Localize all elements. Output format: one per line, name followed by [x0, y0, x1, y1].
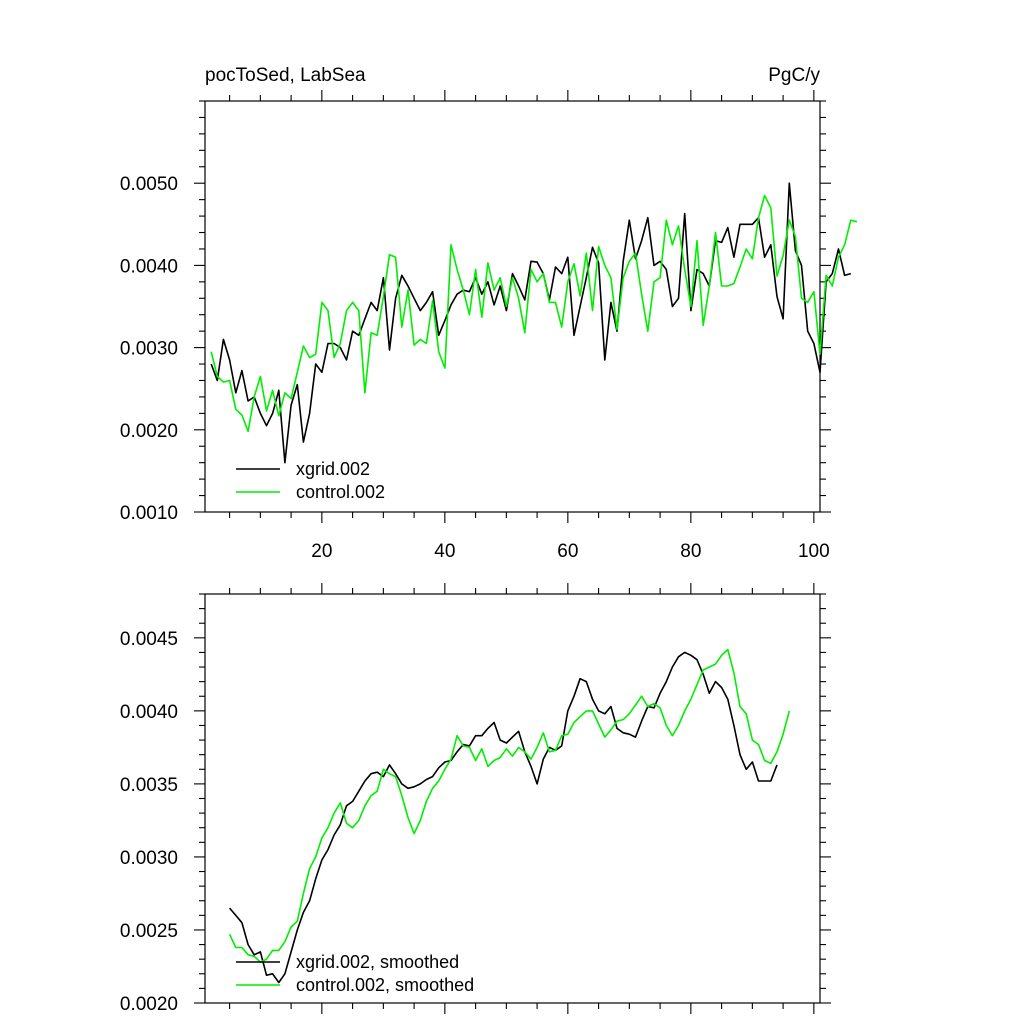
x-tick-label: 40: [434, 541, 455, 562]
series-line-xgrid: [228, 651, 778, 984]
chart-title: pocToSed, LabSea: [205, 65, 366, 86]
series-line-control: [210, 194, 858, 433]
series-line-control: [228, 648, 791, 963]
y-tick-label: 0.0045: [120, 629, 178, 650]
legend-label: xgrid.002, smoothed: [296, 952, 459, 972]
plot-frame: [204, 593, 821, 1004]
units-label: PgC/y: [768, 65, 820, 86]
y-tick-label: 0.0025: [120, 921, 178, 942]
bottom-panel: 0.0020 0.0025 0.0030 0.0035 0.0040 0.0045 xgri…: [120, 583, 831, 1015]
legend-label: xgrid.002: [296, 459, 370, 479]
legend-label: control.002, smoothed: [296, 975, 474, 995]
y-tick-label: 0.0050: [120, 174, 178, 195]
plot-frame: [204, 100, 821, 513]
y-tick-label: 0.0020: [120, 421, 178, 442]
x-tick-label: 80: [680, 541, 701, 562]
y-tick-label: 0.0030: [120, 848, 178, 869]
y-tick-label: 0.0040: [120, 256, 178, 277]
x-tick-label: 60: [557, 541, 578, 562]
x-tick-label: 20: [311, 541, 332, 562]
series-line-xgrid: [210, 182, 852, 464]
y-tick-label: 0.0010: [120, 503, 178, 524]
top-panel: 20 40 60 80 100 0.0010 0.0020 0.0030 0.0040 0.005…: [120, 90, 858, 562]
y-tick-label: 0.0035: [120, 775, 178, 796]
x-tick-label: 100: [798, 541, 830, 562]
y-tick-label: 0.0040: [120, 702, 178, 723]
legend-label: control.002: [296, 482, 385, 502]
y-tick-label: 0.0020: [120, 994, 178, 1015]
y-tick-label: 0.0030: [120, 339, 178, 360]
